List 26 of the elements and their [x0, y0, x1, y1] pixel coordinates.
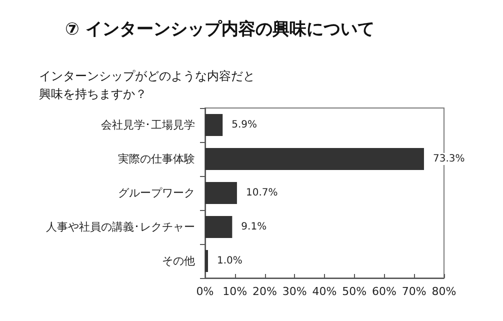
y-tick-label: 人事や社員の講義･レクチャー [46, 220, 195, 234]
bar [205, 182, 237, 204]
chart-title: ⑦ インターンシップ内容の興味について [65, 20, 374, 40]
bar [205, 114, 223, 136]
data-label: 10.7% [246, 188, 278, 198]
x-tick-label: 40% [312, 285, 337, 298]
y-tick-label: 実際の仕事体験 [118, 152, 195, 166]
data-label: 1.0% [216, 256, 242, 266]
x-tick-label: 10% [222, 285, 248, 298]
data-label: 73.3% [432, 154, 465, 164]
x-tick-label: 30% [282, 285, 307, 298]
bar [205, 216, 232, 238]
bar [205, 148, 424, 170]
x-tick-label: 80% [432, 285, 456, 298]
x-tick-label: 0% [196, 285, 214, 298]
bar [205, 250, 208, 272]
y-tick-label: 会社見学･工場見学 [101, 118, 195, 132]
y-tick-label: その他 [162, 254, 195, 268]
y-tick-label: グループワーク [118, 186, 195, 200]
data-label: 5.9% [232, 120, 258, 130]
x-tick-label: 60% [372, 285, 396, 298]
x-tick-label: 70% [402, 285, 426, 298]
chart-subtitle: インターンシップがどのような内容だと興味を持ちますか？ [39, 69, 255, 101]
x-tick-label: 20% [252, 285, 277, 298]
x-tick-label: 50% [342, 285, 367, 298]
data-label: 9.1% [241, 222, 267, 232]
